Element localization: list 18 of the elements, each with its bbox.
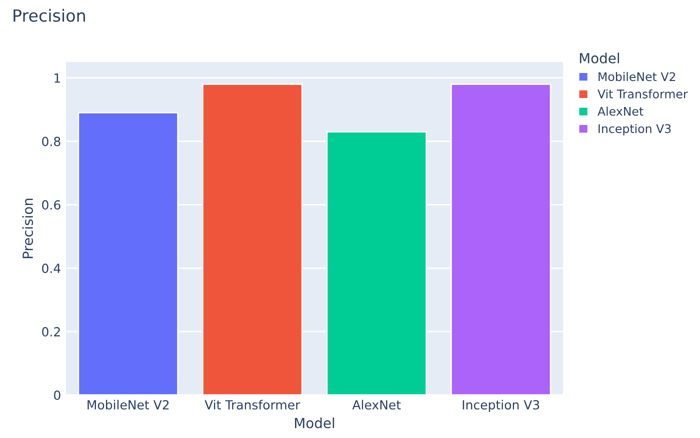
legend-title: Model: [580, 52, 619, 64]
x-tick-label: AlexNet: [352, 400, 401, 410]
x-axis-title: Model: [295, 418, 334, 428]
x-tick-label: Vit Transformer: [204, 400, 300, 410]
x-tick-label: MobileNet V2: [88, 400, 169, 410]
y-tick-label: 0.8: [42, 136, 60, 146]
y-tick-label: 0: [54, 390, 60, 400]
y-tick-label: 0.2: [42, 327, 60, 336]
legend-label: AlexNet: [598, 106, 644, 116]
chart-title: Precision: [14, 8, 85, 22]
legend-label: Inception V3: [598, 124, 671, 136]
legend-label: MobileNet V2: [598, 72, 676, 82]
y-tick-label: 1: [54, 73, 60, 83]
x-tick-label: Inception V3: [462, 400, 540, 412]
legend-label: Vit Transformer: [598, 89, 688, 98]
y-tick-label: 0.4: [42, 264, 60, 274]
y-tick-label: 0.6: [42, 200, 60, 210]
y-axis-title: Precision: [22, 198, 34, 258]
